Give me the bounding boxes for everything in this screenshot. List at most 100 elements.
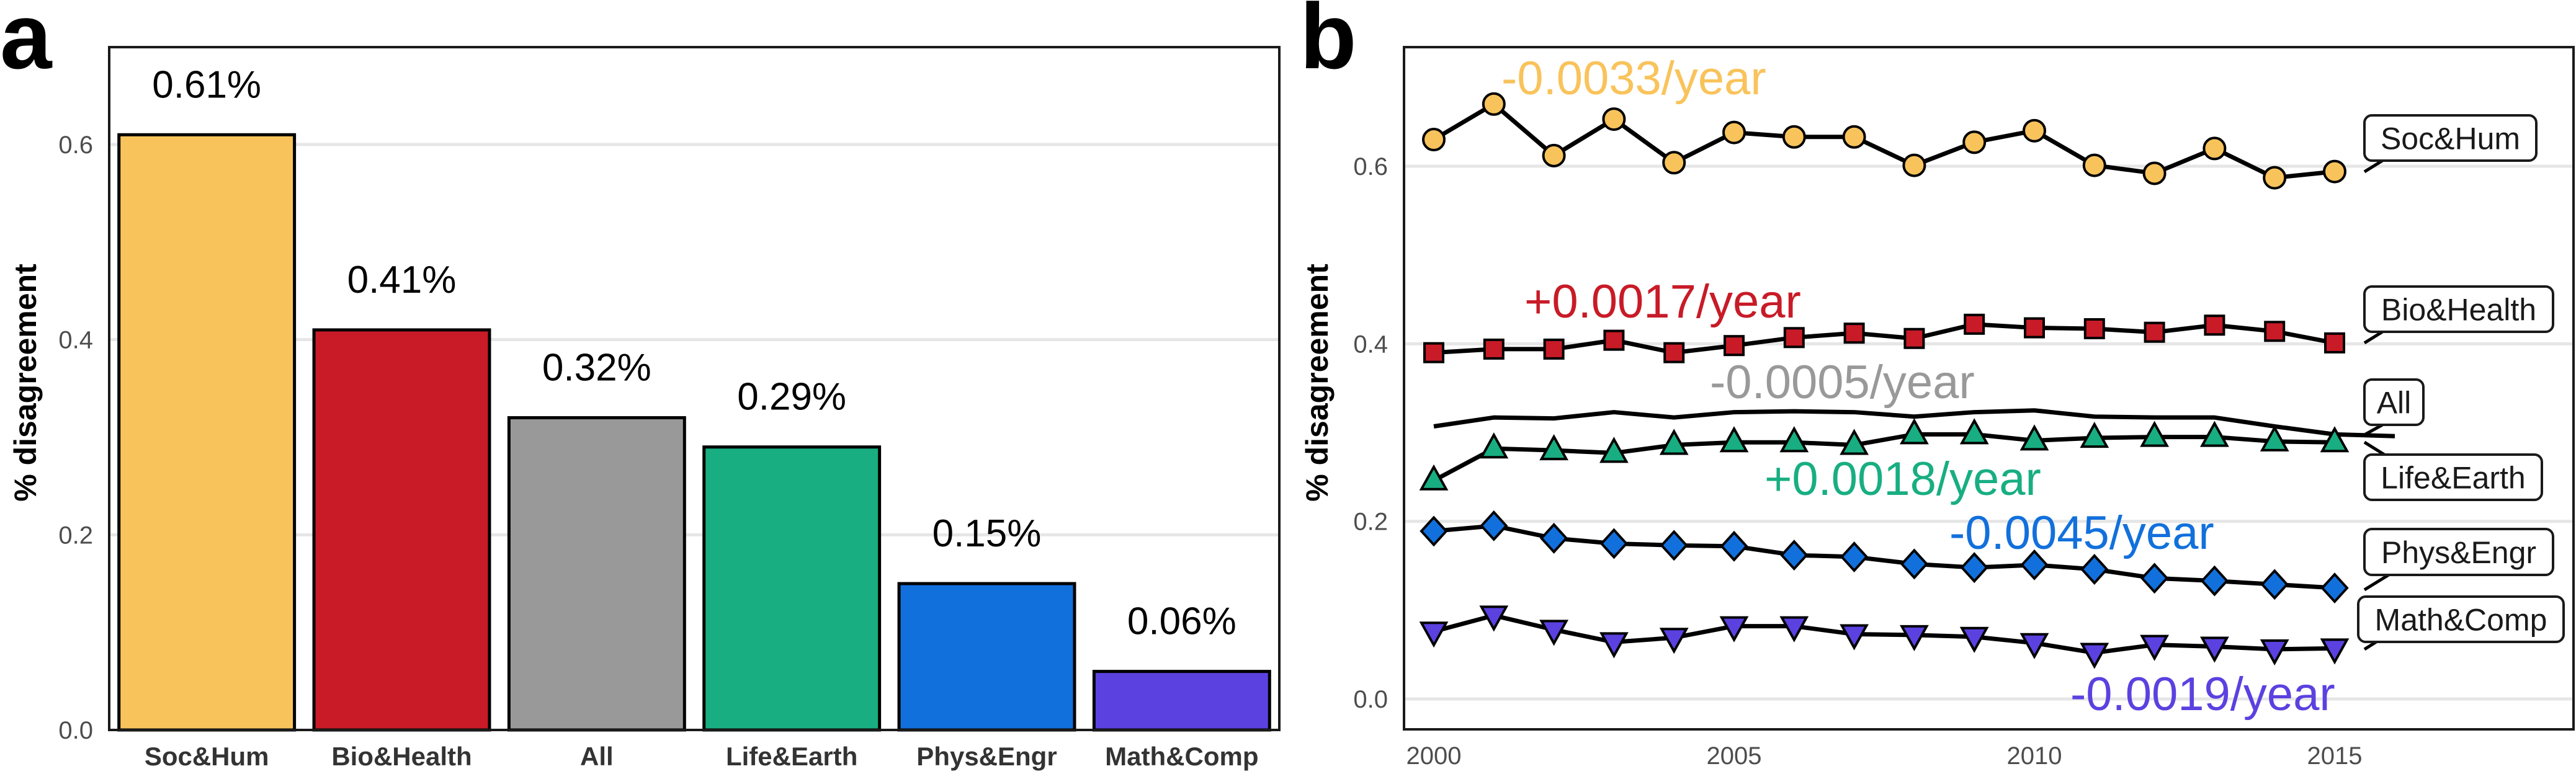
marker-phys-engr [1960, 552, 1988, 584]
marker-life-earth [1539, 434, 1568, 461]
marker-math-comp [1659, 628, 1689, 654]
y-tick-label: 0.2 [58, 522, 93, 549]
panel-a-bars [117, 133, 1271, 732]
series-label-box-soc-hum [2363, 114, 2538, 162]
marker-phys-engr [1480, 510, 1508, 541]
marker-phys-engr [2080, 554, 2109, 585]
panel-b-y-tick-labels: 0.0 0.2 0.4 0.6 [1353, 153, 1388, 713]
marker-phys-engr [2020, 549, 2049, 580]
series-line-soc-hum [1433, 102, 2335, 180]
trend-annotation-math-comp: -0.0019/year [2070, 668, 2335, 721]
marker-phys-engr [2200, 565, 2229, 597]
x-tick-label: All [580, 742, 614, 771]
marker-soc-hum [1602, 107, 1626, 131]
panel-b-series-lines [1433, 102, 2395, 656]
marker-math-comp [1419, 621, 1449, 648]
marker-math-comp [1479, 605, 1509, 632]
panel-a-bar-value-labels: 0.61% 0.41% 0.32% 0.29% 0.15% 0.06% [152, 63, 1236, 643]
marker-math-comp [2320, 638, 2350, 665]
panel-b-series-markers [1419, 92, 2350, 669]
marker-soc-hum [2082, 153, 2106, 177]
series-line-life-earth [1433, 432, 2335, 483]
bar-value-label: 0.15% [932, 512, 1042, 555]
series-label-bio-health: Bio&Health [2381, 293, 2536, 327]
marker-bio-health [2204, 314, 2225, 336]
marker-bio-health [1423, 342, 1444, 363]
panel-a-frame [108, 46, 1281, 731]
marker-life-earth [1959, 418, 1989, 445]
series-label-box-phys-engr [2363, 528, 2554, 576]
series-label-all: All [2377, 386, 2412, 420]
marker-life-earth [1659, 429, 1689, 455]
bar-value-label: 0.06% [1127, 600, 1237, 643]
marker-life-earth [1599, 437, 1629, 463]
marker-soc-hum [1962, 130, 1987, 154]
marker-life-earth [2080, 421, 2109, 448]
marker-soc-hum [2142, 161, 2167, 185]
panel-a-x-tick-labels: Soc&Hum Bio&Health All Life&Earth Phys&Engr M… [145, 742, 1259, 771]
label-leader-phys-engr [2363, 573, 2390, 592]
marker-soc-hum [1422, 128, 1446, 152]
marker-soc-hum [1782, 125, 1806, 149]
label-leader-all [2363, 423, 2384, 437]
marker-bio-health [2083, 318, 2105, 339]
marker-math-comp [1599, 632, 1629, 659]
marker-phys-engr [1539, 522, 1568, 554]
marker-bio-health [1483, 338, 1505, 360]
series-line-math-comp [1433, 613, 2335, 656]
marker-math-comp [2200, 636, 2229, 663]
trend-annotation-life-earth: +0.0018/year [1764, 453, 2041, 505]
marker-bio-health [1543, 338, 1565, 360]
series-line-bio-health [1433, 322, 2335, 355]
marker-bio-health [1603, 329, 1625, 351]
marker-bio-health [1724, 335, 1745, 357]
panel-b-label-leaders [2363, 159, 2390, 651]
marker-soc-hum [1842, 125, 1866, 149]
bar-all [507, 416, 686, 732]
y-tick-label: 0.0 [58, 717, 93, 744]
marker-soc-hum [2203, 136, 2227, 161]
panel-b-line-chart: Soc&Hum Bio&Health All Life&Earth Phys&Engr M… [1300, 46, 2575, 770]
marker-phys-engr [1900, 548, 1929, 580]
x-tick-label: 2010 [2007, 742, 2062, 770]
marker-bio-health [2264, 321, 2286, 342]
marker-math-comp [2080, 643, 2109, 669]
x-tick-label: Bio&Health [331, 742, 472, 771]
marker-phys-engr [2140, 563, 2169, 594]
bar-phys-engr [897, 582, 1076, 732]
marker-life-earth [1719, 426, 1749, 453]
marker-phys-engr [2320, 572, 2349, 604]
bar-value-label: 0.41% [347, 259, 457, 301]
marker-phys-engr [1720, 530, 1748, 562]
x-tick-label: Life&Earth [726, 742, 857, 771]
marker-life-earth [1840, 429, 1869, 455]
series-label-box-math-comp [2357, 595, 2565, 643]
marker-life-earth [1900, 418, 1929, 445]
panel-b-y-axis-title: % disagreement [1300, 264, 1335, 502]
x-tick-label: 2005 [1707, 742, 1762, 770]
x-tick-label: 2000 [1407, 742, 1462, 770]
marker-life-earth [1419, 464, 1449, 491]
marker-math-comp [1840, 624, 1869, 651]
y-tick-label: 0.0 [1353, 686, 1388, 713]
bar-soc-hum [117, 133, 297, 732]
marker-soc-hum [1482, 92, 1506, 116]
marker-phys-engr [1660, 530, 1688, 561]
series-label-phys-engr: Phys&Engr [2381, 535, 2536, 570]
marker-soc-hum [2323, 159, 2346, 184]
panel-a-letter: a [0, 0, 53, 88]
marker-soc-hum [1902, 153, 1926, 177]
marker-life-earth [2200, 420, 2229, 447]
marker-life-earth [1779, 426, 1809, 453]
marker-soc-hum [1662, 151, 1686, 175]
bar-life-earth [702, 445, 882, 732]
marker-bio-health [2324, 332, 2345, 354]
panel-b-x-tick-labels: 2000 2005 2010 2015 [1407, 742, 2363, 770]
series-label-box-bio-health [2363, 285, 2554, 333]
x-tick-label: 2015 [2307, 742, 2363, 770]
y-tick-label: 0.4 [58, 327, 93, 354]
marker-phys-engr [1599, 528, 1629, 559]
panel-a-y-axis-title: % disagreement [8, 264, 43, 502]
marker-life-earth [1479, 432, 1509, 459]
